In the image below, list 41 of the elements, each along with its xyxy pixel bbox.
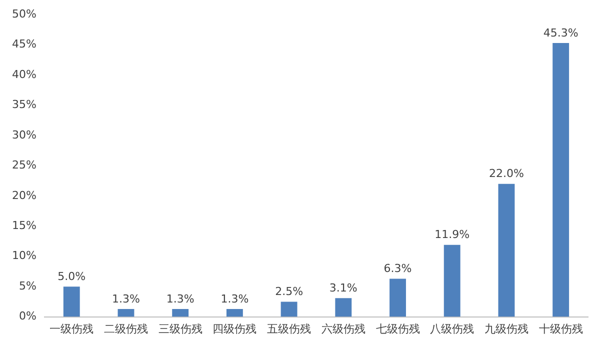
data-label: 1.3% [166, 292, 194, 306]
y-tick-label: 25% [12, 158, 36, 172]
bar [390, 278, 406, 317]
x-tick-label: 六级伤残 [321, 322, 366, 336]
bar [498, 184, 515, 317]
data-label: 1.3% [220, 292, 249, 306]
data-label: 2.5% [275, 285, 304, 298]
x-tick-label: 九级伤残 [484, 322, 528, 336]
bar [552, 43, 570, 317]
x-tick-label: 七级伤残 [376, 322, 420, 336]
bar [444, 244, 460, 317]
y-tick-label: 15% [12, 219, 36, 232]
data-label: 6.3% [384, 262, 412, 276]
x-tick-label: 二级伤残 [104, 322, 148, 336]
y-tick-label: 0% [18, 310, 36, 323]
bar [172, 308, 189, 317]
y-tick-label: 5% [18, 279, 36, 292]
bar [280, 302, 298, 317]
x-tick-label: 四级伤残 [212, 322, 257, 336]
x-tick-label: 十级伤残 [538, 322, 583, 336]
bar [63, 286, 80, 317]
x-tick-label: 三级伤残 [158, 322, 202, 336]
data-label: 11.9% [434, 228, 470, 242]
y-tick-label: 40% [12, 68, 36, 81]
data-label: 45.3% [543, 26, 578, 40]
data-label: 3.1% [329, 281, 358, 294]
x-tick-label: 一级伤残 [50, 322, 94, 336]
y-tick-label: 35% [12, 98, 36, 112]
x-tick-label: 八级伤残 [430, 322, 474, 336]
y-tick-label: 20% [12, 188, 36, 202]
bar [118, 308, 134, 317]
y-tick-label: 10% [12, 249, 36, 262]
bar [226, 308, 243, 317]
x-tick-label: 五级伤残 [267, 322, 312, 336]
y-tick-label: 45% [12, 38, 36, 51]
data-label: 5.0% [58, 270, 86, 283]
data-label: 1.3% [112, 292, 140, 306]
y-tick-label: 30% [12, 128, 36, 142]
bar [335, 298, 352, 317]
data-label: 22.0% [488, 167, 524, 180]
y-tick-label: 50% [12, 7, 36, 20]
